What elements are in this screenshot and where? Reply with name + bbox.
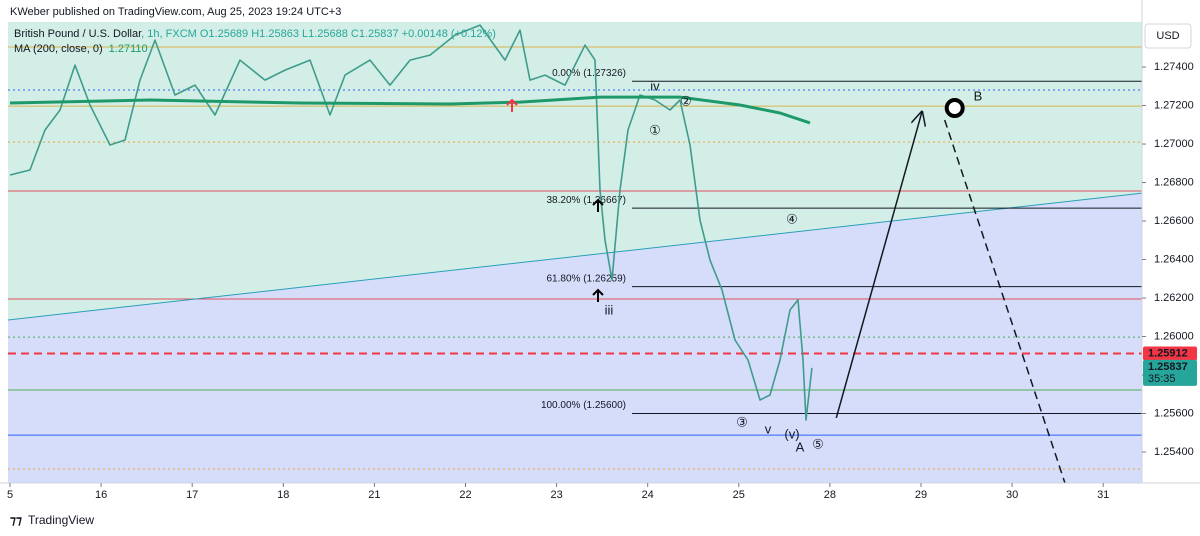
y-tick-label: 1.26400 — [1154, 253, 1194, 265]
price-tag — [1143, 359, 1197, 386]
y-tick-label: 1.25600 — [1154, 407, 1194, 419]
y-tick-label: 1.26600 — [1154, 215, 1194, 227]
wave-label: ② — [680, 94, 692, 109]
y-tick-label: 1.26000 — [1154, 330, 1194, 342]
y-tick-label: 1.27200 — [1154, 99, 1194, 111]
wave-label: A — [796, 439, 805, 454]
x-tick-label: 25 — [733, 489, 745, 501]
marker-arrow — [506, 98, 518, 112]
x-tick-label: 18 — [277, 489, 289, 501]
price-timer: 35:35 — [1148, 373, 1176, 385]
currency[interactable]: USD — [1156, 30, 1179, 42]
wave-label: v — [765, 422, 772, 437]
projection — [835, 112, 922, 419]
fib-label: 61.80% (1.26259) — [547, 273, 627, 284]
x-tick-label: 5 — [7, 489, 13, 501]
price-tag-label: 1.25837 — [1148, 361, 1188, 373]
x-tick-label: 24 — [642, 489, 654, 501]
legend-symbol: British Pound / U.S. Dollar, 1h, FXCM O1… — [14, 28, 496, 40]
x-tick-label: 16 — [95, 489, 107, 501]
x-tick-label: 22 — [459, 489, 471, 501]
legend-detail: , 1h, FXCM O1.25689 H1.25863 L1.25688 C1… — [141, 28, 496, 40]
legend-ma: MA (200, close, 0) 1.27110 — [14, 43, 148, 55]
x-tick-label: 28 — [824, 489, 836, 501]
legend-detail: 1.27110 — [109, 43, 148, 55]
marker-arrow — [592, 198, 604, 212]
wave-label: (v) — [784, 427, 799, 442]
wave-label: iv — [650, 78, 660, 93]
x-tick-label: 29 — [915, 489, 927, 501]
price-line — [9, 24, 813, 421]
y-tick-label: 1.27400 — [1154, 61, 1194, 73]
fib-label: 38.20% (1.26667) — [547, 195, 627, 206]
y-tick-label: 1.26800 — [1154, 176, 1194, 188]
price-tag — [1143, 346, 1197, 361]
x-tick-label: 30 — [1006, 489, 1018, 501]
wave-label: ③ — [736, 414, 748, 429]
plot-area: 0.00% (1.27326) 38.20% (1.26667) 61.80% (1… — [8, 22, 1142, 483]
zone-upper — [8, 22, 1142, 320]
fib-label: 0.00% (1.27326) — [552, 68, 626, 79]
y-tick-label: 1.27000 — [1154, 138, 1194, 150]
x-tick-label: 23 — [550, 489, 562, 501]
x-tick-label: 31 — [1097, 489, 1109, 501]
y-tick-label: 1.26200 — [1154, 292, 1194, 304]
x-tick-label: 21 — [368, 489, 380, 501]
publisher: KWeber published on TradingView.com, Aug… — [10, 6, 341, 18]
logo: ⁊⁊ — [10, 513, 22, 527]
wave-label: ① — [649, 122, 661, 137]
fib-label: 100.00% (1.25600) — [541, 400, 626, 411]
wave-label: ⑤ — [812, 437, 824, 452]
marker-arrow — [592, 288, 604, 302]
projection — [943, 119, 1066, 483]
footer: TradingView — [28, 513, 94, 527]
wave-label: B — [974, 89, 983, 104]
wave-label: iii — [605, 303, 614, 318]
ma-line — [9, 95, 811, 125]
trendline — [8, 192, 1142, 321]
target-ring — [944, 98, 965, 119]
x-tick-label: 17 — [186, 489, 198, 501]
legend-name: British Pound / U.S. Dollar — [14, 28, 142, 40]
currency-button[interactable] — [1144, 23, 1192, 49]
zone-lower — [8, 193, 1142, 483]
legend-name: MA (200, close, 0) — [14, 43, 103, 55]
wave-label: ④ — [786, 212, 798, 227]
price-tag-label: 1.25912 — [1148, 347, 1188, 359]
y-tick-label: 1.25400 — [1154, 446, 1194, 458]
